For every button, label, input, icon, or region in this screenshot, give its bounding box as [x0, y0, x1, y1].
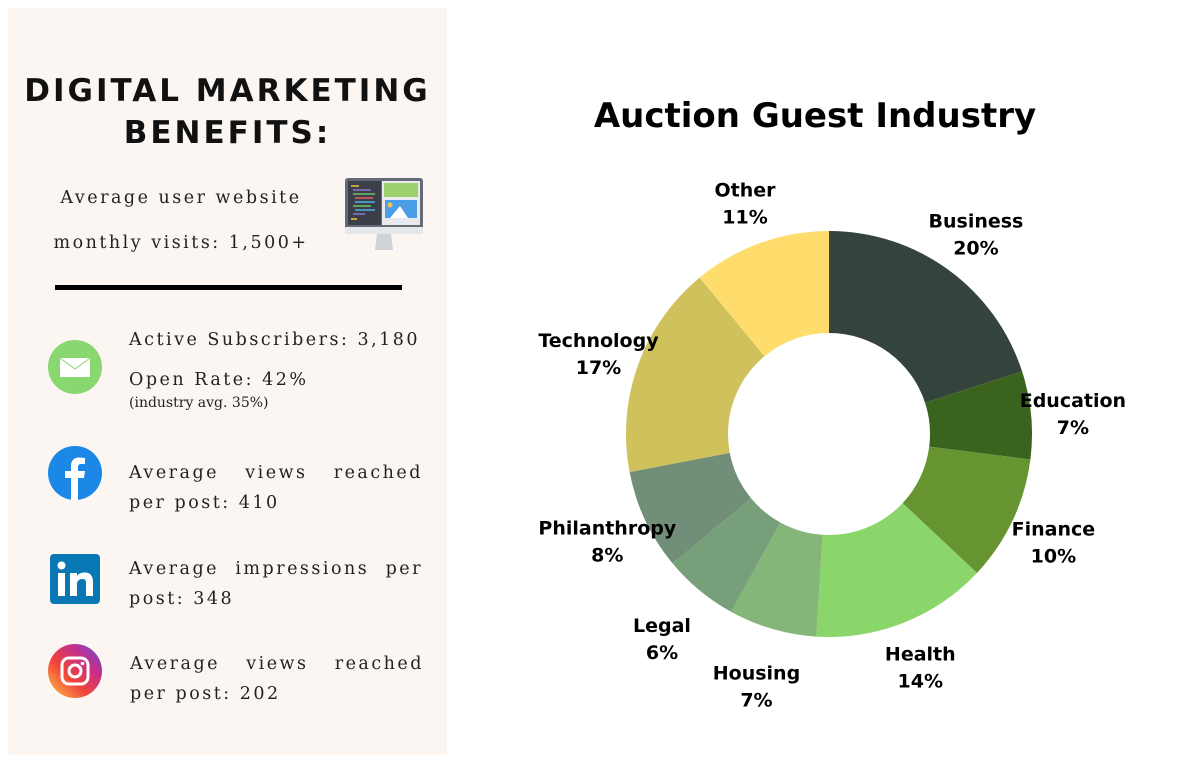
slice-finance [902, 446, 1031, 573]
label-technology: Technology [538, 330, 659, 352]
label-health: Health [885, 644, 956, 666]
visits-line1: Average user website [60, 188, 302, 208]
value-label-philanthropy: 8% [591, 544, 623, 566]
value-label-technology: 17% [576, 357, 621, 379]
label-other: Other [714, 180, 776, 202]
label-legal: Legal [633, 615, 691, 637]
panel-title-line2: BENEFITS: [123, 115, 332, 151]
label-business: Business [929, 211, 1024, 233]
instagram-icon [48, 644, 102, 698]
slice-housing [731, 522, 823, 637]
slice-technology [626, 277, 765, 473]
slice-business [829, 231, 1023, 403]
value-label-housing: 7% [740, 690, 772, 712]
panel-title-line1: DIGITAL MARKETING [24, 73, 431, 109]
value-label-finance: 10% [1031, 546, 1076, 568]
slice-education [925, 371, 1032, 460]
value-label-health: 14% [898, 671, 943, 693]
label-education: Education [1020, 390, 1126, 412]
label-finance: Finance [1012, 519, 1096, 541]
instagram-views-text: Average views reached per post: 202 [130, 654, 424, 704]
open-rate-text: Open Rate: 42% [129, 370, 309, 390]
divider [55, 285, 402, 290]
slice-other [699, 231, 829, 357]
linkedin-icon [50, 554, 100, 604]
facebook-icon [48, 446, 102, 500]
value-label-other: 11% [722, 207, 767, 229]
value-label-legal: 6% [646, 642, 678, 664]
panel-title: DIGITAL MARKETING BENEFITS: [8, 70, 447, 154]
value-label-business: 20% [953, 238, 998, 260]
label-housing: Housing [713, 663, 800, 685]
facebook-views-text: Average views reached per post: 410 [129, 463, 423, 513]
email-icon [48, 340, 102, 394]
slice-legal [672, 498, 781, 612]
label-philanthropy: Philanthropy [538, 517, 676, 539]
chart-title: Auction Guest Industry [593, 96, 1037, 136]
active-subscribers-text: Active Subscribers: 3,180 [129, 330, 421, 350]
slice-philanthropy [629, 452, 752, 564]
monitor-icon [345, 178, 423, 250]
slice-health [816, 503, 977, 637]
value-label-education: 7% [1057, 417, 1089, 439]
industry-avg-text: (industry avg. 35%) [129, 395, 269, 411]
linkedin-impressions-text: Average impressions per post: 348 [129, 559, 423, 609]
marketing-benefits-panel: DIGITAL MARKETING BENEFITS: Average user… [8, 8, 447, 755]
website-visits-text: Average user website monthly visits: 1,5… [36, 176, 326, 266]
visits-line2: monthly visits: 1,500+ [53, 233, 309, 253]
